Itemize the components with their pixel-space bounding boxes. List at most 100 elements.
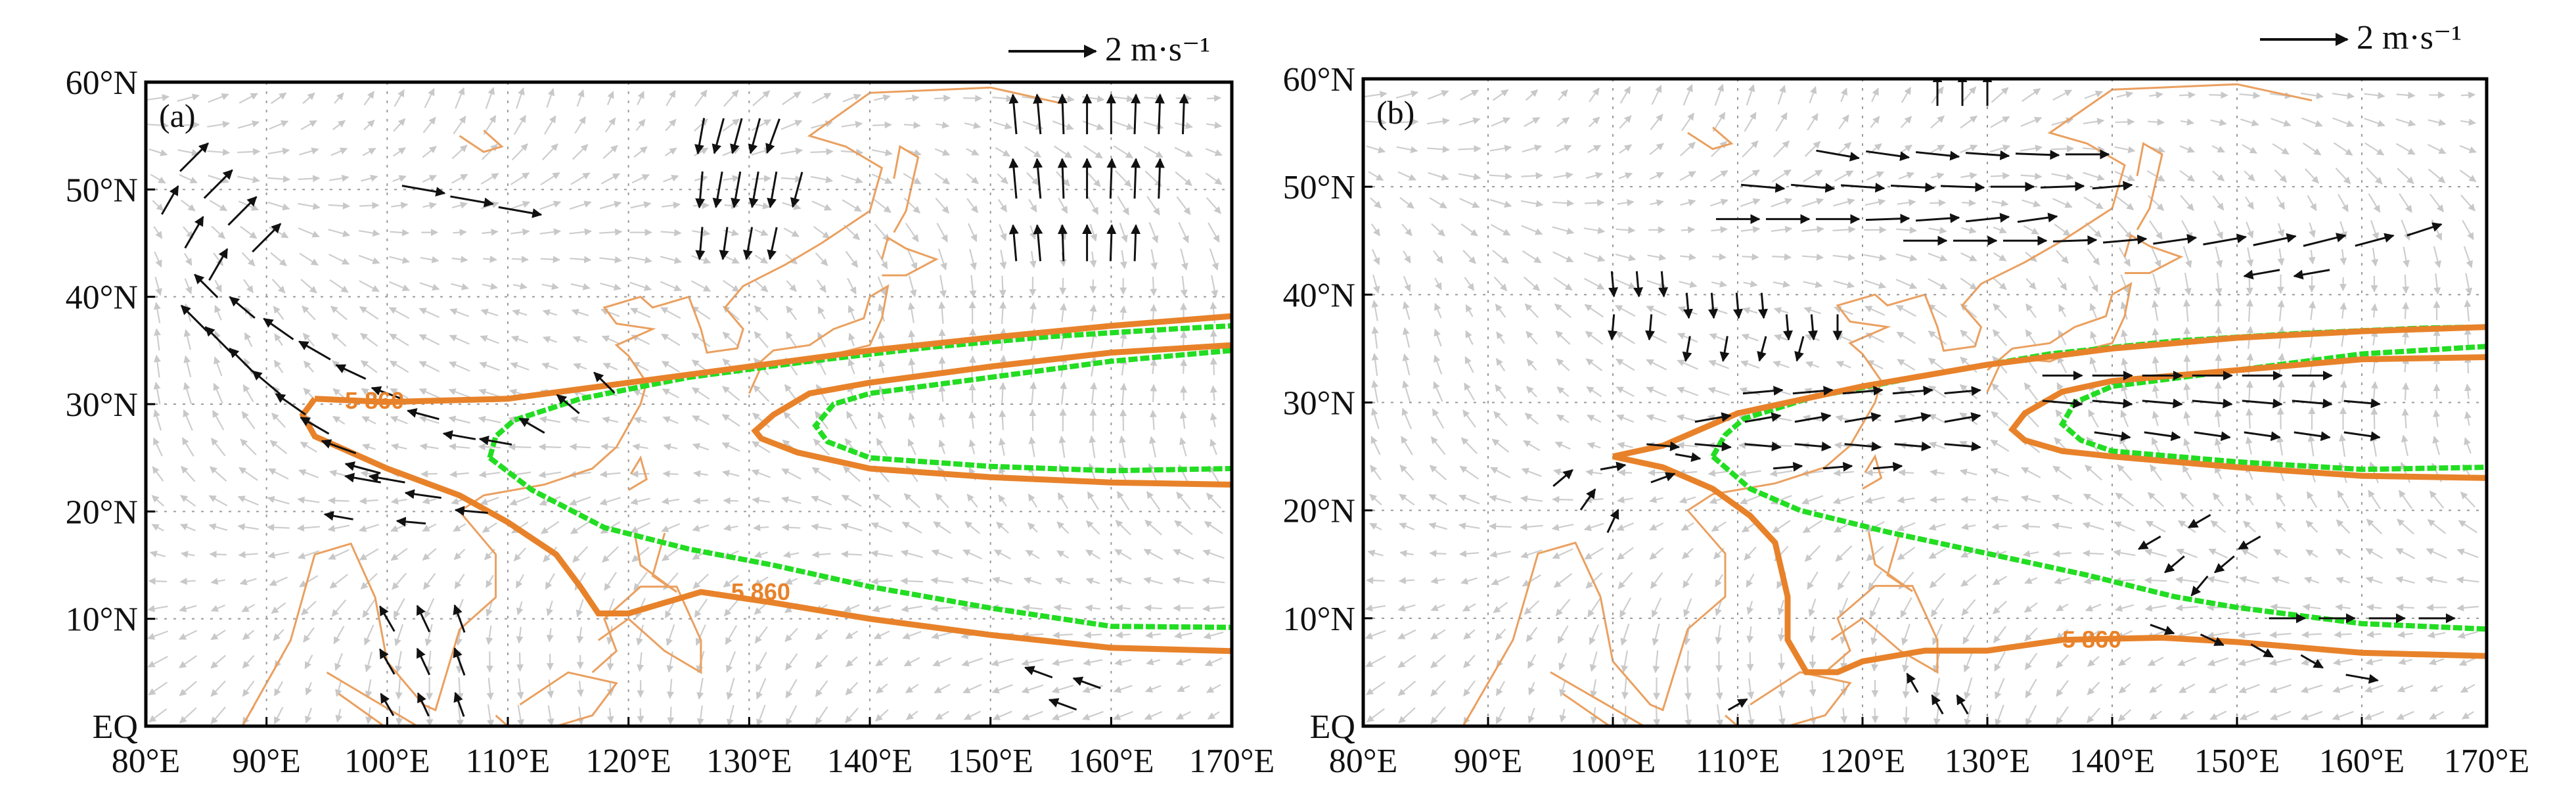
wind-vector xyxy=(1842,386,1884,396)
background-vector xyxy=(2239,710,2259,720)
background-vector xyxy=(1173,549,1194,560)
green-contour-outer-south xyxy=(487,455,1232,630)
background-vector xyxy=(480,497,499,505)
background-vector xyxy=(726,704,734,726)
background-vector xyxy=(1742,307,1758,314)
background-vector xyxy=(1833,198,1855,207)
wind-vector xyxy=(2150,624,2175,635)
background-vector xyxy=(1430,604,1445,612)
background-vector xyxy=(1746,652,1754,672)
background-vector xyxy=(2056,603,2069,612)
background-vector xyxy=(1616,358,1635,371)
background-vector xyxy=(576,627,584,644)
wind-vector xyxy=(1608,314,1617,341)
background-vector xyxy=(1144,604,1162,612)
background-vector xyxy=(2087,681,2100,695)
background-vector xyxy=(538,471,562,478)
background-vector xyxy=(448,443,470,451)
background-vector xyxy=(991,684,1013,694)
background-vector xyxy=(969,248,977,271)
background-vector xyxy=(1369,494,1382,506)
background-vector xyxy=(1740,169,1760,183)
background-vector xyxy=(1150,304,1158,321)
background-vector xyxy=(2402,302,2410,319)
background-vector xyxy=(690,306,711,320)
background-vector xyxy=(1082,95,1105,103)
background-vector xyxy=(842,199,862,212)
background-vector xyxy=(660,307,681,319)
background-vector xyxy=(1403,250,1411,264)
background-vector xyxy=(238,467,258,481)
background-vector xyxy=(630,522,650,534)
background-vector xyxy=(420,256,440,264)
background-vector xyxy=(545,573,555,590)
background-vector xyxy=(542,336,557,343)
background-vector xyxy=(1396,146,1418,154)
background-vector xyxy=(908,275,917,298)
background-vector xyxy=(1465,330,1474,345)
background-vector xyxy=(1584,277,1605,290)
background-vector xyxy=(242,384,254,403)
background-vector xyxy=(422,523,437,532)
wind-vector xyxy=(1646,441,1681,451)
wind-vector xyxy=(1944,441,1981,451)
background-vector xyxy=(1430,577,1445,584)
background-vector xyxy=(510,362,530,371)
background-vector xyxy=(692,202,710,210)
background-vector xyxy=(2401,219,2411,241)
background-vector xyxy=(154,328,161,351)
background-vector xyxy=(1804,141,1821,157)
background-vector xyxy=(1558,653,1568,671)
background-vector xyxy=(449,361,470,372)
background-vector xyxy=(1928,330,1947,346)
background-vector xyxy=(1832,495,1855,505)
wind-vector xyxy=(2040,181,2085,191)
background-vector xyxy=(2242,144,2257,154)
background-vector xyxy=(1521,225,1543,235)
background-vector xyxy=(1204,520,1223,534)
background-vector xyxy=(359,524,379,532)
background-vector xyxy=(2364,91,2385,99)
background-vector xyxy=(2117,221,2133,239)
background-vector xyxy=(1526,358,1537,371)
y-tick-label: EQ xyxy=(93,708,138,746)
wind-vector xyxy=(1694,441,1732,451)
background-vector xyxy=(2152,384,2159,399)
background-vector xyxy=(785,705,798,726)
background-vector xyxy=(1807,571,1819,590)
background-vector xyxy=(516,87,525,109)
background-vector xyxy=(1649,172,1664,180)
background-vector xyxy=(815,655,828,669)
wind-vector xyxy=(2190,575,2209,597)
background-vector xyxy=(2463,246,2474,268)
background-vector xyxy=(1399,464,1414,481)
background-vector xyxy=(1871,87,1879,103)
wind-vector xyxy=(2192,398,2233,409)
background-vector xyxy=(2020,145,2043,152)
wind-vector xyxy=(2092,398,2133,409)
background-vector xyxy=(2240,118,2259,127)
wind-vector xyxy=(2343,398,2381,409)
wind-vector xyxy=(180,304,208,332)
background-vector xyxy=(630,497,650,505)
background-vector xyxy=(1087,196,1099,215)
background-vector xyxy=(1650,114,1663,131)
background-vector xyxy=(2239,576,2260,584)
wind-vector xyxy=(371,386,403,400)
background-vector xyxy=(2021,467,2041,478)
background-vector xyxy=(930,605,954,612)
wind-vector xyxy=(208,248,229,281)
background-vector xyxy=(1115,604,1131,612)
wind-vector xyxy=(1024,666,1053,679)
y-tick-label: 10°N xyxy=(1283,601,1355,638)
background-vector xyxy=(2056,250,2069,264)
background-vector xyxy=(1089,382,1097,404)
background-vector xyxy=(1716,704,1723,726)
background-vector xyxy=(1520,200,1544,208)
background-vector xyxy=(358,229,380,237)
background-vector xyxy=(569,228,592,236)
wind-vector xyxy=(161,185,179,215)
background-vector xyxy=(810,148,834,156)
background-vector xyxy=(1960,549,1977,558)
background-vector xyxy=(1458,550,1480,558)
